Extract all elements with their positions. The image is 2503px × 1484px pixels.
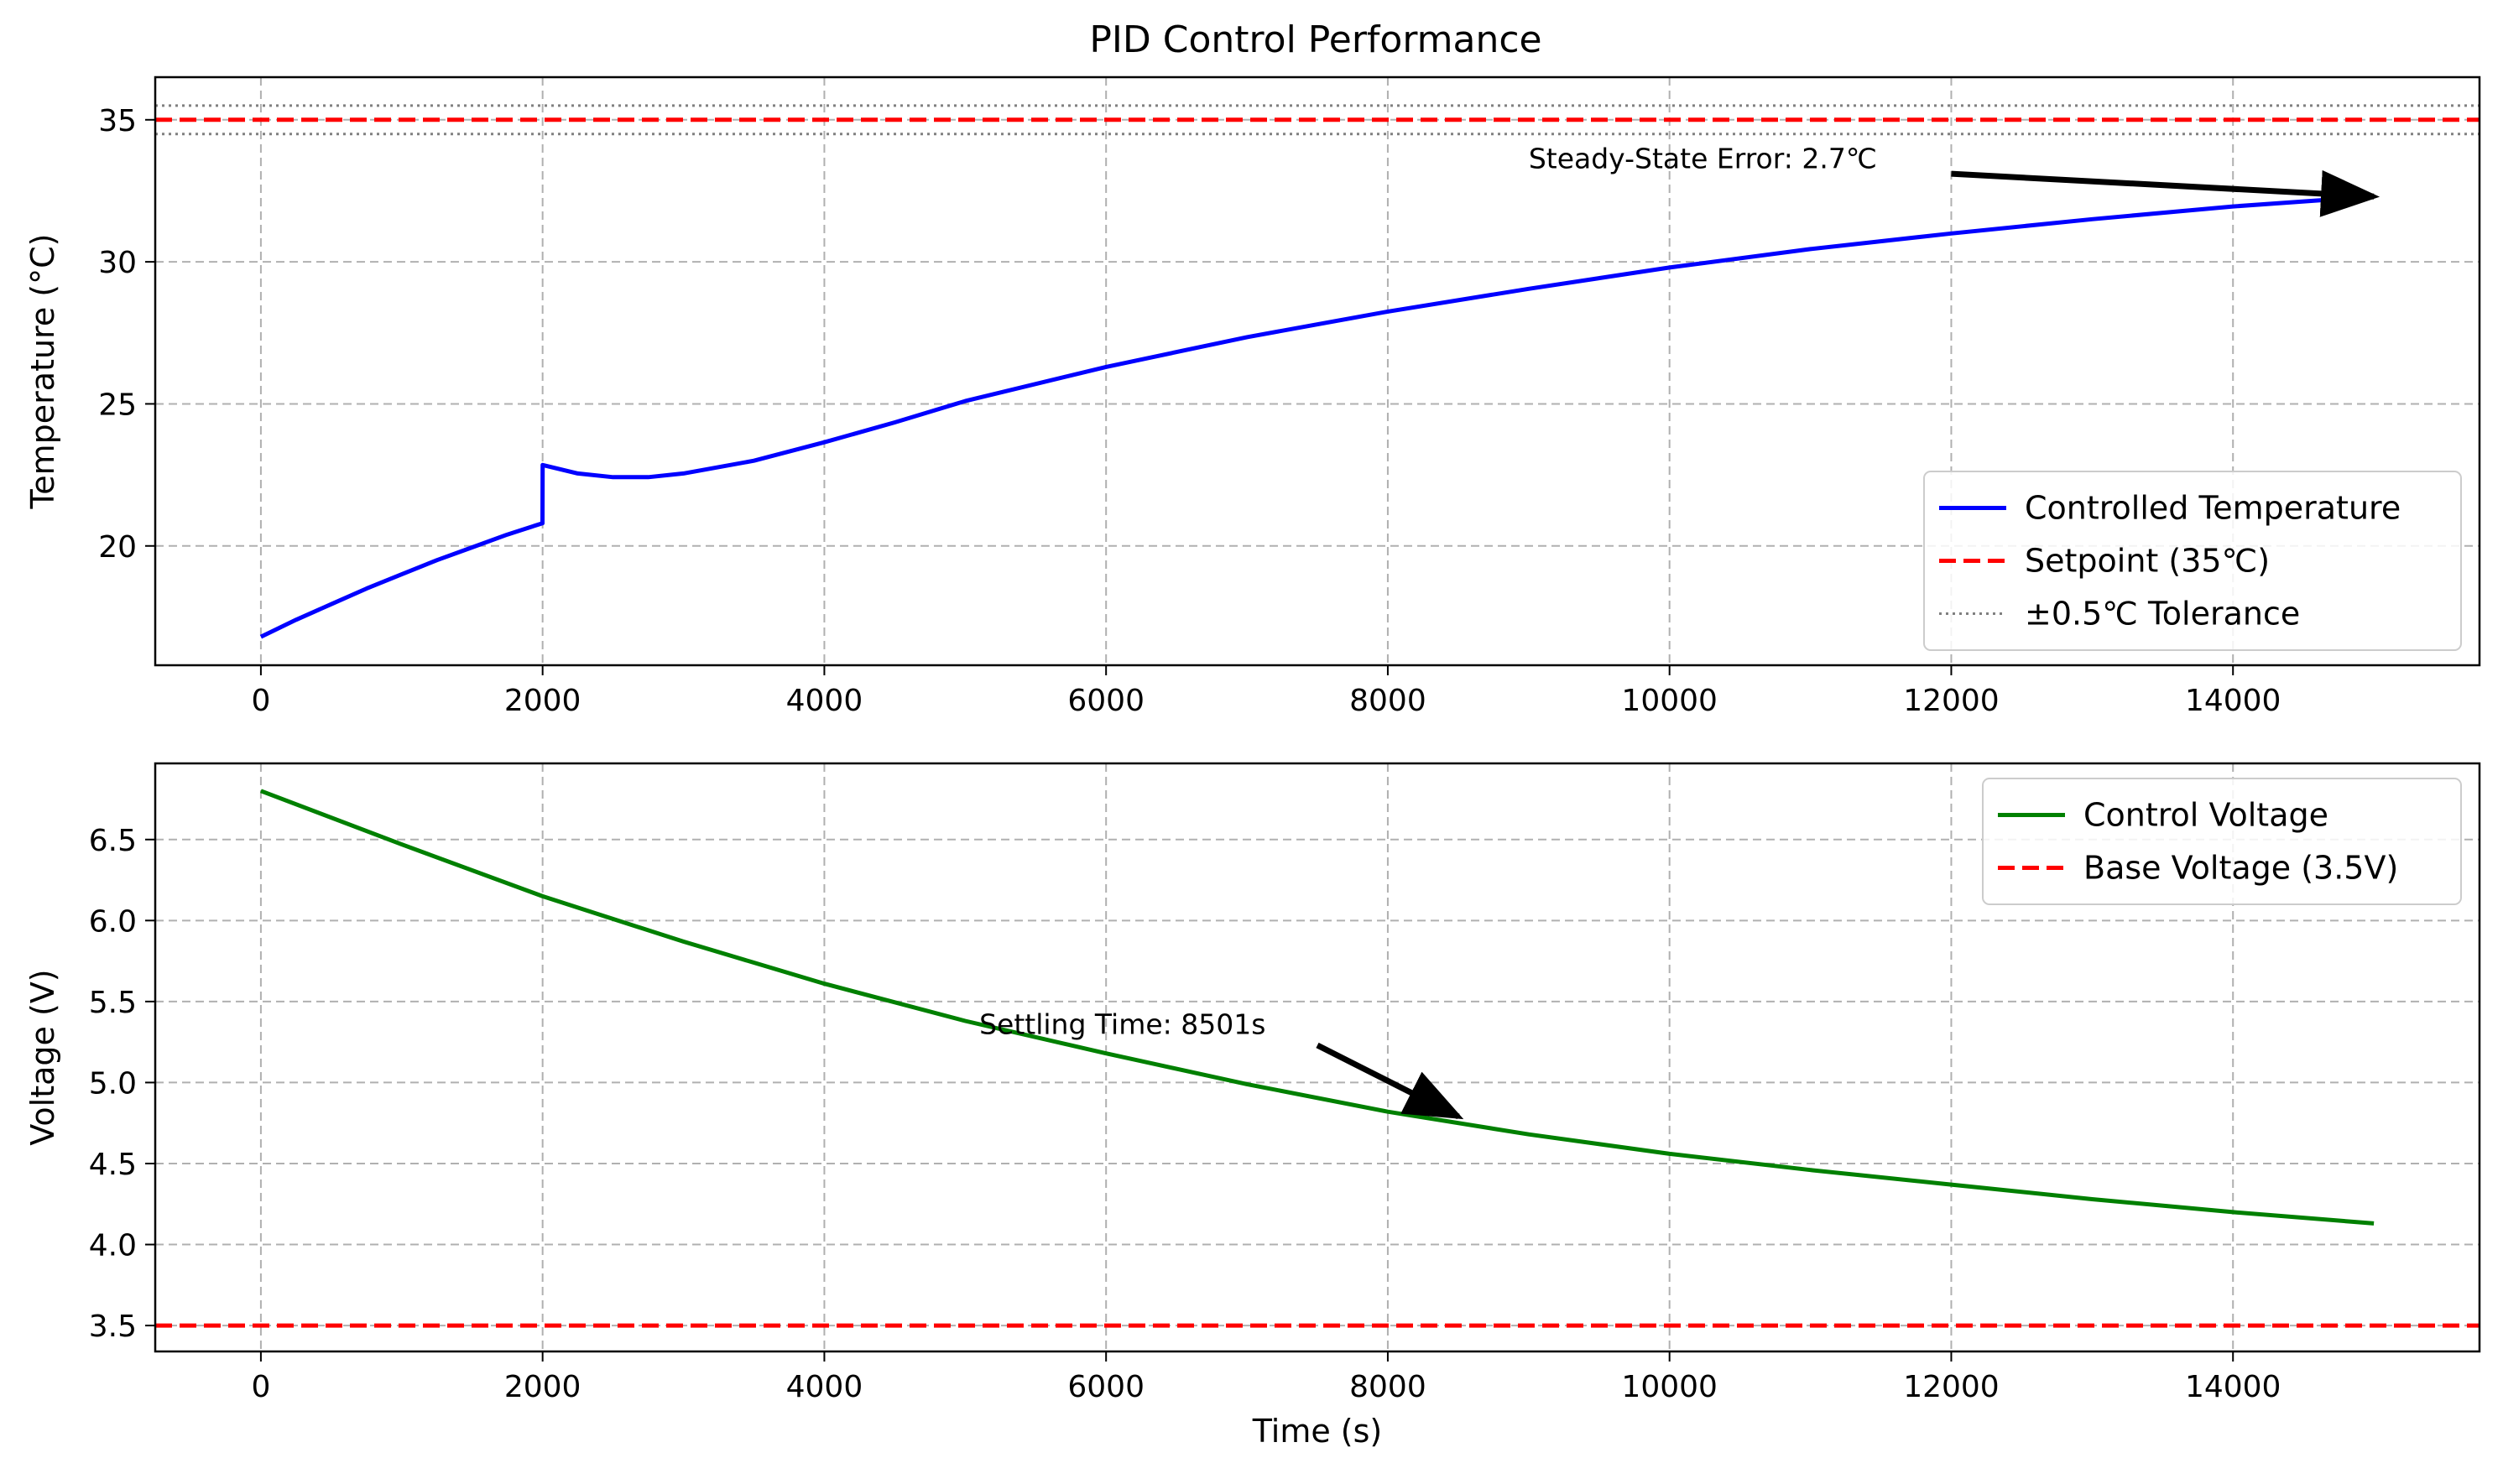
chart-title: PID Control Performance (1089, 18, 1541, 61)
x-tick-label: 2000 (504, 684, 581, 718)
series-line (260, 789, 2375, 1226)
axes-frame (154, 762, 2481, 1353)
x-tick-label: 12000 (1903, 684, 2000, 718)
y-axis-label: Voltage (V) (24, 969, 61, 1145)
temperature-panel: 0 2000 4000 6000 8000 10000 12000 14000 20 25 30 35… (24, 76, 2481, 718)
x-tick-label: 6000 (1067, 684, 1145, 718)
x-tick-label: 4000 (786, 1370, 863, 1404)
y-axis-label: Temperature (°C) (24, 234, 61, 510)
legend-entry: Controlled Temperature (2025, 490, 2401, 527)
y-tick-label: 20 (98, 530, 137, 565)
voltage-panel: 0 2000 4000 6000 8000 10000 12000 14000 3.5 4.0 4.… (24, 762, 2481, 1450)
legend-entry: Control Voltage (2083, 797, 2328, 834)
x-tick-label: 12000 (1903, 1370, 2000, 1404)
x-tick-label: 6000 (1067, 1370, 1145, 1404)
legend-entry: Base Voltage (3.5V) (2083, 850, 2398, 887)
x-tick-label: 8000 (1349, 1370, 1426, 1404)
x-tick-label: 14000 (2185, 684, 2281, 718)
annotation-arrow (1951, 169, 2380, 217)
legend-box (1923, 471, 2462, 651)
annotation-text: Steady-State Error: 2.7℃ (1529, 142, 1877, 174)
x-tick-label: 0 (251, 1370, 270, 1404)
x-axis-label: Time (s) (1252, 1413, 1383, 1450)
annotation-arrow (1316, 1042, 1464, 1120)
x-tick-label: 10000 (1621, 1370, 1718, 1404)
legend-entry: Setpoint (35℃) (2025, 543, 2270, 580)
y-tick-label: 5.0 (89, 1066, 137, 1101)
axes-frame (154, 76, 2481, 667)
y-tick-label: 5.5 (89, 986, 137, 1020)
y-tick-label: 6.5 (89, 824, 137, 858)
legend-box (1982, 778, 2462, 905)
y-tick-label: 4.0 (89, 1229, 137, 1263)
y-tick-label: 4.5 (89, 1148, 137, 1182)
x-tick-label: 0 (251, 684, 270, 718)
y-tick-label: 3.5 (89, 1310, 137, 1344)
x-tick-label: 4000 (786, 684, 863, 718)
x-tick-label: 14000 (2185, 1370, 2281, 1404)
y-tick-label: 25 (98, 388, 137, 422)
legend-entry: ±0.5℃ Tolerance (2025, 596, 2300, 633)
y-tick-label: 35 (98, 104, 137, 138)
legend: Controlled Temperature Setpoint (35℃) ±0.5… (1923, 471, 2462, 651)
y-tick-label: 30 (98, 246, 137, 280)
legend: Control Voltage Base Voltage (3.5V) (1982, 778, 2462, 905)
x-tick-label: 8000 (1349, 684, 1426, 718)
x-tick-label: 2000 (504, 1370, 581, 1404)
x-tick-label: 10000 (1621, 684, 1718, 718)
series-line (259, 194, 2375, 639)
annotation-text: Settling Time: 8501s (979, 1008, 1265, 1040)
y-tick-label: 6.0 (89, 904, 137, 939)
